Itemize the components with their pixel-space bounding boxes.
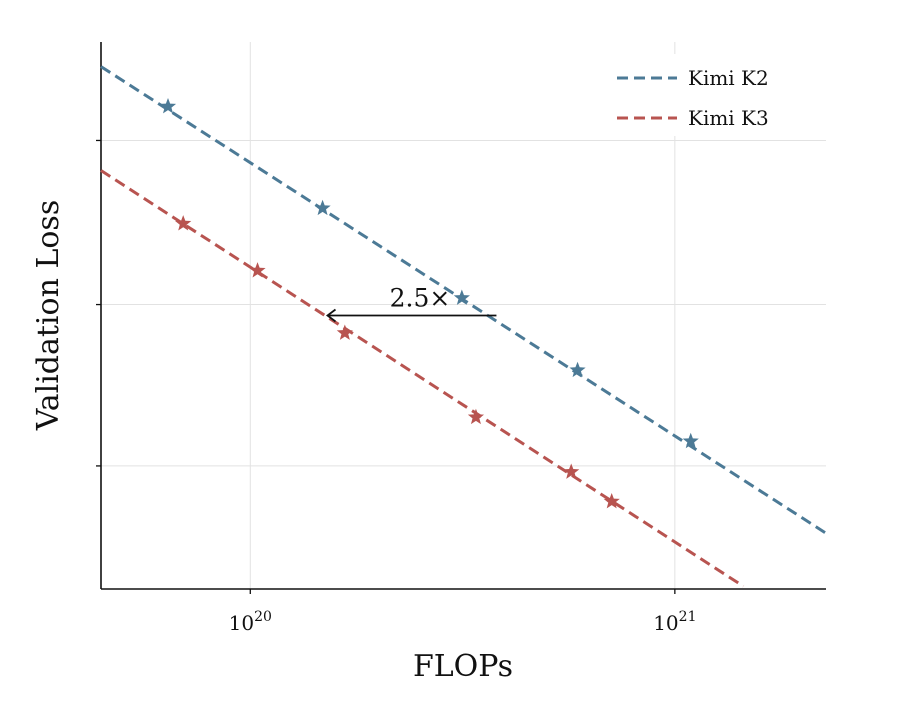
x-axis-title: FLOPs xyxy=(413,649,513,684)
annotation-label: 2.5× xyxy=(390,284,451,313)
point-kimi-k3-4 xyxy=(563,463,580,479)
point-kimi-k3-3 xyxy=(467,408,485,425)
annotation-arrow-head xyxy=(325,308,337,323)
annotation: 2.5× xyxy=(325,284,497,323)
fit-line-kimi-k3 xyxy=(100,169,745,588)
legend-label-kimi-k3: Kimi K3 xyxy=(688,106,769,130)
legend-box xyxy=(603,54,813,136)
x-tick-label-0: 1020 xyxy=(229,609,272,635)
point-kimi-k3-2 xyxy=(336,324,353,340)
x-tick-label-1: 1021 xyxy=(653,609,696,635)
point-kimi-k2-2 xyxy=(453,289,470,305)
point-kimi-k3-1 xyxy=(249,262,266,278)
point-kimi-k3-0 xyxy=(175,215,192,231)
series-layer xyxy=(100,65,827,588)
point-kimi-k2-3 xyxy=(569,361,586,378)
legend: Kimi K2 Kimi K3 xyxy=(603,54,813,136)
point-kimi-k2-4 xyxy=(682,432,699,449)
axes xyxy=(96,42,826,594)
series-kimi-k2 xyxy=(100,65,827,535)
y-axis-title: Validation Loss xyxy=(31,200,66,431)
point-kimi-k2-0 xyxy=(159,98,177,114)
point-kimi-k2-1 xyxy=(314,199,331,216)
tick-labels: 1020 1021 xyxy=(229,609,697,635)
point-kimi-k3-5 xyxy=(603,492,620,509)
series-kimi-k3 xyxy=(100,169,745,588)
legend-label-kimi-k2: Kimi K2 xyxy=(688,66,769,90)
